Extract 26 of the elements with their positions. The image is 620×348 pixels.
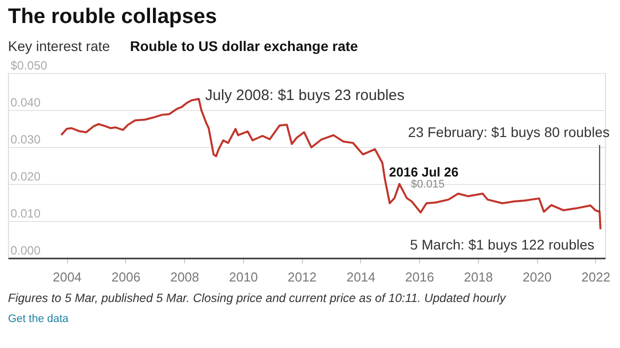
x-tick-label: 2020: [522, 270, 552, 284]
x-tick-label: 2010: [228, 270, 258, 284]
annotation: 23 February: $1 buys 80 roubles: [408, 124, 610, 140]
x-tick-label: 2008: [170, 270, 200, 284]
x-tick-label: 2018: [464, 270, 493, 284]
x-tick-label: 2004: [52, 270, 82, 284]
y-tick-label: 0.040: [10, 96, 41, 110]
y-tick-label: 0.000: [10, 244, 41, 258]
x-tick-label: 2012: [288, 270, 317, 284]
annotation: 5 March: $1 buys 122 roubles: [410, 236, 594, 252]
x-tick-label: 2016: [405, 270, 434, 284]
chart-subtitle: Rouble to US dollar exchange rate: [130, 38, 358, 54]
chart-title: The rouble collapses: [8, 5, 217, 28]
y-tick-label: 0.030: [10, 132, 41, 146]
x-tick-label: 2022: [581, 270, 610, 284]
text: Key interest rate: [8, 38, 110, 54]
annotation: July 2008: $1 buys 23 roubles: [205, 86, 404, 104]
annotation: $0.015: [410, 178, 445, 190]
x-tick-label: 2006: [112, 270, 140, 284]
y-tick-label: 0.010: [10, 206, 41, 220]
text: Figures to 5 Mar, published 5 Mar. Closing price and current price as of 10:11. Updated hourly: [8, 291, 507, 305]
x-tick-label: 2014: [346, 270, 376, 284]
text: Get the data: [8, 313, 70, 325]
annotation: 2016 Jul 26: [389, 164, 458, 180]
y-tick-label: 0.020: [10, 170, 41, 184]
y-tick-label: $0.050: [10, 58, 48, 72]
